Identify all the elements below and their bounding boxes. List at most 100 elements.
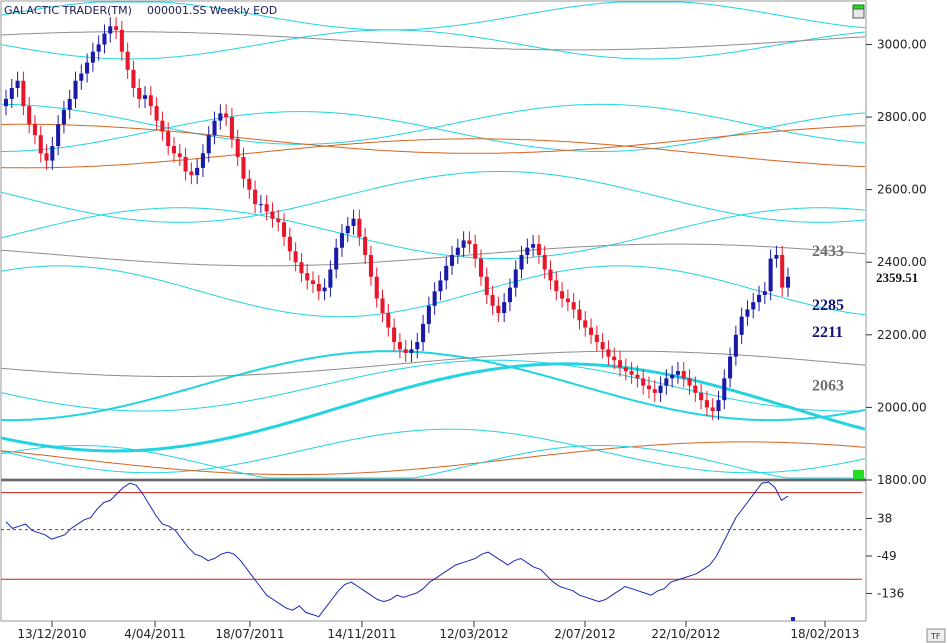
candle (32, 115, 37, 145)
candle (519, 245, 524, 279)
candle (90, 42, 95, 72)
candle (397, 333, 402, 359)
candle (50, 137, 55, 170)
candle (733, 325, 738, 366)
candle (583, 311, 588, 337)
wave-cycle-line (1, 111, 866, 152)
candle (386, 303, 391, 337)
candle (693, 376, 698, 402)
candle (415, 333, 420, 359)
candle (137, 78, 142, 108)
candle (212, 111, 217, 145)
candle (293, 242, 298, 272)
candle (478, 249, 484, 286)
wave-cycle-line (0, 243, 866, 267)
candle (96, 35, 101, 61)
y-tick-label: 2000.00 (877, 400, 927, 414)
x-tick-label: 13/12/2010 (17, 627, 86, 641)
candle (61, 100, 66, 134)
candle (357, 209, 362, 246)
candle (565, 289, 570, 312)
candle (334, 238, 339, 279)
candle (426, 296, 431, 333)
oscillator-tail-marker (791, 617, 795, 621)
candle (473, 235, 478, 268)
candle (15, 71, 20, 98)
wave-cycle-line (0, 171, 866, 223)
oscillator-panel-frame (0, 480, 867, 622)
candle (768, 249, 773, 301)
candle (247, 169, 252, 199)
osc-tick-label: 38 (877, 511, 892, 525)
scroll-marker-bottom[interactable] (853, 470, 864, 479)
cycle-level-label: 2433 (812, 243, 844, 260)
candle (502, 293, 507, 323)
candle (525, 238, 530, 265)
candle (9, 78, 14, 108)
cycle-level-label: 2285 (812, 297, 844, 314)
candle (600, 333, 605, 359)
candle (531, 235, 536, 257)
candle (154, 97, 159, 130)
candle (206, 126, 211, 163)
scroll-thumb[interactable] (852, 8, 865, 19)
candle (710, 398, 715, 421)
candle (171, 137, 177, 163)
candle (339, 224, 344, 257)
tf-button[interactable] (926, 628, 946, 643)
candle (67, 89, 72, 119)
candle (728, 347, 733, 388)
candle (681, 362, 686, 388)
x-tick-label: 12/03/2012 (439, 627, 508, 641)
candle (56, 115, 61, 156)
candle (79, 64, 84, 90)
candle (21, 71, 26, 116)
candle (200, 144, 205, 177)
wave-cycle-line (0, 123, 866, 154)
y-tick-label: 2200.00 (877, 328, 927, 342)
candle (310, 271, 316, 294)
osc-tick-label: -49 (877, 549, 897, 563)
candle (114, 17, 119, 39)
candle (675, 362, 680, 384)
candle (368, 245, 373, 286)
candle (276, 209, 281, 232)
candle (757, 285, 762, 312)
candle (322, 278, 327, 301)
candle (612, 347, 617, 370)
candle (177, 144, 182, 167)
candle (403, 340, 408, 363)
x-tick-label: 22/10/2012 (651, 627, 720, 641)
symbol-info: 000001.SS Weekly EOD (147, 4, 277, 17)
candle (484, 267, 489, 304)
candle (606, 340, 611, 366)
wave-cycle-line (0, 207, 866, 260)
wave-cycle-line (0, 445, 865, 479)
candle (345, 216, 350, 243)
candle (670, 365, 675, 388)
candle (241, 147, 246, 188)
candle (745, 300, 750, 326)
candle (577, 300, 582, 330)
y-tick-label: 2600.00 (877, 183, 927, 197)
candle (432, 282, 437, 315)
candle (444, 256, 449, 290)
candle (704, 391, 709, 417)
candle (542, 245, 547, 279)
candle (629, 362, 634, 384)
candle (195, 158, 200, 185)
candle (739, 307, 744, 344)
candle (589, 318, 594, 344)
wave-cycle-line (0, 362, 866, 453)
candle (450, 245, 455, 275)
candle (160, 111, 165, 141)
candle (780, 245, 785, 297)
candle (218, 104, 223, 130)
candle (461, 231, 466, 257)
wave-cycle-line (0, 441, 866, 476)
candle (536, 235, 541, 265)
x-tick-label: 18/07/2011 (215, 627, 284, 641)
candle (44, 144, 49, 170)
